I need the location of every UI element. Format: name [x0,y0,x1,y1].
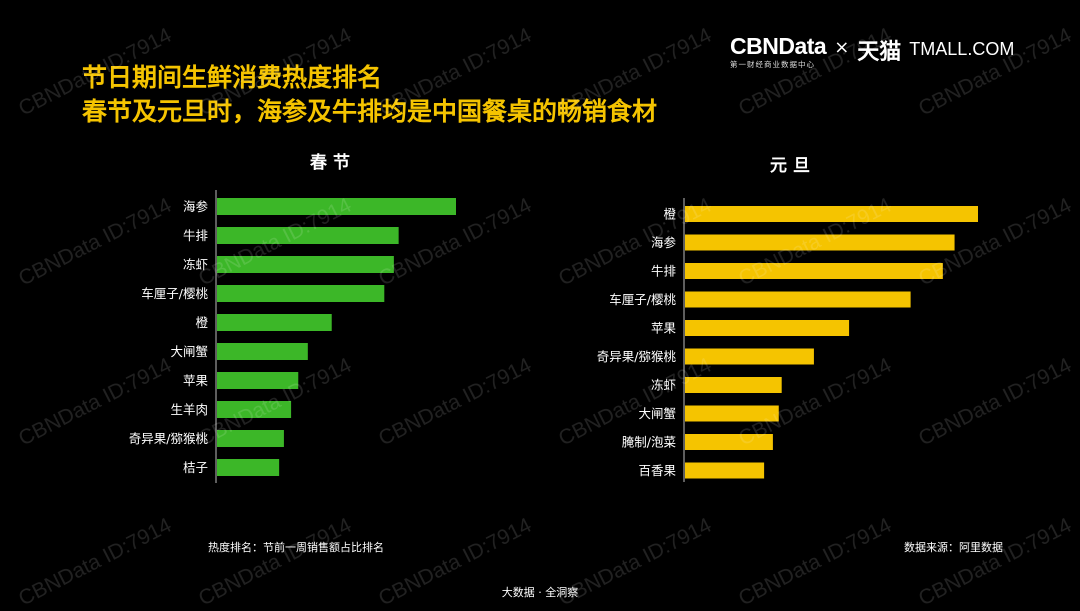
page-title-line2: 春节及元旦时，海参及牛排均是中国餐桌的畅销食材 [82,97,658,126]
category-label-1-5: 奇异果/猕猴桃 [597,349,677,364]
chart-title-1: 元 旦 [770,156,810,176]
bar-0-6 [217,372,299,389]
bar-1-9 [685,462,765,479]
bar-0-1 [217,227,399,244]
footer-slogan: 大数据 · 全洞察 [501,586,579,599]
category-label-1-9: 百香果 [638,463,676,478]
tmall-logo-cn: 天猫 [857,40,902,65]
category-label-1-8: 腌制/泡菜 [622,435,677,450]
bar-0-8 [217,430,284,447]
category-label-0-8: 奇异果/猕猴桃 [129,431,209,446]
category-label-0-1: 牛排 [183,228,209,243]
times-icon: × [834,37,850,58]
category-label-0-9: 桔子 [183,460,208,475]
category-label-1-2: 牛排 [651,264,677,279]
cbndata-logo-subtext: 第一财经商业数据中心 [730,60,815,69]
logo: CBNData 第一财经商业数据中心 × 天猫 TMALL.COM [730,34,1014,70]
category-label-1-0: 橙 [663,207,676,222]
cbndata-logo: CBNData 第一财经商业数据中心 [730,33,827,70]
footnote-source: 数据来源：阿里数据 [904,541,1003,554]
category-label-0-7: 生羊肉 [170,402,208,417]
footnote-ranking: 热度排名：节前一周销售额占比排名 [208,541,384,554]
bar-1-4 [685,320,850,336]
bar-1-3 [685,291,911,308]
category-label-0-0: 海参 [183,199,209,214]
bar-1-6 [685,377,782,393]
category-label-0-4: 橙 [195,315,208,330]
cbndata-logo-text: CBNData [730,33,827,59]
bar-0-5 [217,343,308,360]
category-label-0-5: 大闸蟹 [170,344,208,359]
bar-1-5 [685,348,814,365]
bar-1-1 [685,234,955,251]
category-label-0-2: 冻虾 [183,257,208,272]
bar-0-9 [217,459,280,476]
category-label-1-6: 冻虾 [651,378,676,393]
bar-0-7 [217,401,292,418]
bar-0-3 [217,285,385,302]
category-label-1-3: 车厘子/樱桃 [609,292,676,307]
category-label-0-6: 苹果 [183,373,209,388]
bar-1-7 [685,405,779,422]
category-label-0-3: 车厘子/樱桃 [141,286,208,301]
bar-0-4 [217,314,332,331]
bar-1-8 [685,434,773,450]
page-title-line1: 节日期间生鲜消费热度排名 [82,63,383,92]
bar-0-2 [217,256,394,273]
category-label-1-4: 苹果 [651,321,677,336]
bar-1-0 [685,206,978,222]
tmall-logo-en: TMALL.COM [909,39,1015,59]
bar-1-2 [685,263,943,279]
category-label-1-1: 海参 [651,235,677,250]
category-label-1-7: 大闸蟹 [638,406,676,421]
chart-title-0: 春 节 [310,152,350,173]
bar-0-0 [217,198,456,215]
